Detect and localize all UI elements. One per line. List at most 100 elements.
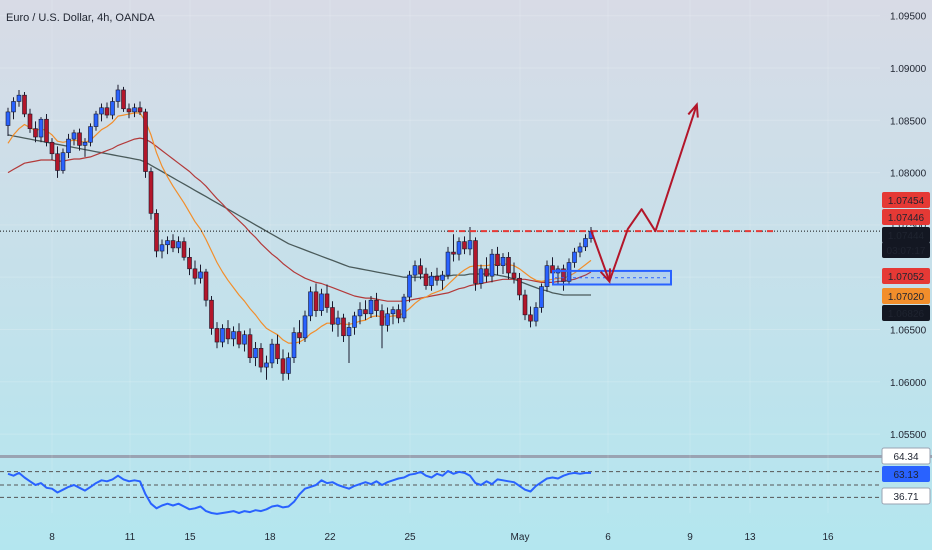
candle[interactable] xyxy=(297,320,302,345)
candle[interactable] xyxy=(341,313,346,343)
candle[interactable] xyxy=(209,296,214,335)
main-pane[interactable] xyxy=(0,84,880,381)
candle[interactable] xyxy=(16,89,22,107)
candle[interactable] xyxy=(154,209,159,258)
candle[interactable] xyxy=(407,270,412,303)
candle[interactable] xyxy=(33,121,38,143)
candle[interactable] xyxy=(66,133,71,158)
candle[interactable] xyxy=(302,310,308,343)
candle[interactable] xyxy=(99,103,104,122)
candle[interactable] xyxy=(418,258,423,280)
candle[interactable] xyxy=(88,123,93,147)
candle[interactable] xyxy=(181,237,187,261)
candle[interactable] xyxy=(374,292,379,317)
candle[interactable] xyxy=(231,326,236,347)
candle[interactable] xyxy=(242,330,247,352)
candle[interactable] xyxy=(412,260,418,282)
candle[interactable] xyxy=(126,103,132,119)
candle[interactable] xyxy=(445,246,451,280)
candle[interactable] xyxy=(11,97,16,120)
candle[interactable] xyxy=(440,270,445,290)
candle[interactable] xyxy=(165,236,170,255)
candle[interactable] xyxy=(55,146,60,178)
candle[interactable] xyxy=(528,306,533,328)
candle[interactable] xyxy=(264,355,269,380)
candle[interactable] xyxy=(198,264,203,284)
candle[interactable] xyxy=(324,284,330,313)
candle[interactable] xyxy=(522,289,528,321)
candle[interactable] xyxy=(176,236,181,254)
candle[interactable] xyxy=(484,257,489,283)
candle[interactable] xyxy=(44,114,49,147)
candle[interactable] xyxy=(517,273,522,301)
candle[interactable] xyxy=(93,110,99,131)
candle[interactable] xyxy=(247,328,253,363)
pane-separator[interactable] xyxy=(0,455,932,458)
candle[interactable] xyxy=(308,286,313,322)
candle[interactable] xyxy=(506,252,511,280)
candle[interactable] xyxy=(319,288,324,316)
candle[interactable] xyxy=(368,296,374,318)
candle[interactable] xyxy=(225,320,231,345)
candle[interactable] xyxy=(220,324,225,348)
candle[interactable] xyxy=(566,258,572,286)
candle[interactable] xyxy=(258,343,264,373)
candle[interactable] xyxy=(379,304,385,349)
candle[interactable] xyxy=(170,234,176,253)
candle[interactable] xyxy=(396,304,401,324)
candle[interactable] xyxy=(385,307,390,332)
candle[interactable] xyxy=(335,310,341,337)
candle[interactable] xyxy=(495,246,500,276)
candle[interactable] xyxy=(583,234,588,252)
candle[interactable] xyxy=(203,268,209,307)
candle[interactable] xyxy=(121,86,126,112)
candle[interactable] xyxy=(478,264,484,289)
candle[interactable] xyxy=(434,267,440,286)
candle[interactable] xyxy=(390,306,396,325)
candle[interactable] xyxy=(357,302,363,325)
candle[interactable] xyxy=(451,234,456,262)
candle[interactable] xyxy=(137,101,143,116)
candle[interactable] xyxy=(330,301,335,332)
candle[interactable] xyxy=(473,237,478,291)
candle[interactable] xyxy=(236,323,242,349)
candle[interactable] xyxy=(38,117,44,143)
candle[interactable] xyxy=(286,352,291,380)
rsi-pane[interactable] xyxy=(0,470,880,515)
candle[interactable] xyxy=(77,128,82,151)
candle[interactable] xyxy=(429,271,434,291)
candle[interactable] xyxy=(82,138,88,157)
candle[interactable] xyxy=(291,327,297,363)
candle[interactable] xyxy=(49,138,55,161)
candle[interactable] xyxy=(456,237,462,261)
candle[interactable] xyxy=(363,300,368,321)
candle[interactable] xyxy=(280,349,286,381)
candle[interactable] xyxy=(159,239,165,259)
candle[interactable] xyxy=(539,283,544,313)
candle[interactable] xyxy=(572,247,577,268)
candle[interactable] xyxy=(187,247,192,276)
candle[interactable] xyxy=(511,262,517,284)
candle[interactable] xyxy=(269,338,275,369)
candle[interactable] xyxy=(423,267,429,290)
projection-path[interactable] xyxy=(590,104,698,283)
candle[interactable] xyxy=(500,253,506,275)
candle[interactable] xyxy=(462,236,467,255)
candle[interactable] xyxy=(489,248,495,283)
candle[interactable] xyxy=(60,148,66,174)
candle[interactable] xyxy=(104,102,110,119)
candle[interactable] xyxy=(5,107,11,136)
candle[interactable] xyxy=(148,167,154,220)
candle[interactable] xyxy=(253,342,258,367)
candle[interactable] xyxy=(27,108,33,133)
candle[interactable] xyxy=(352,311,357,335)
candle[interactable] xyxy=(22,92,27,118)
candle[interactable] xyxy=(132,103,137,118)
rsi-line[interactable] xyxy=(7,470,591,515)
candle[interactable] xyxy=(115,84,121,108)
candle[interactable] xyxy=(275,334,280,364)
candle[interactable] xyxy=(577,242,583,258)
candle[interactable] xyxy=(71,129,77,146)
